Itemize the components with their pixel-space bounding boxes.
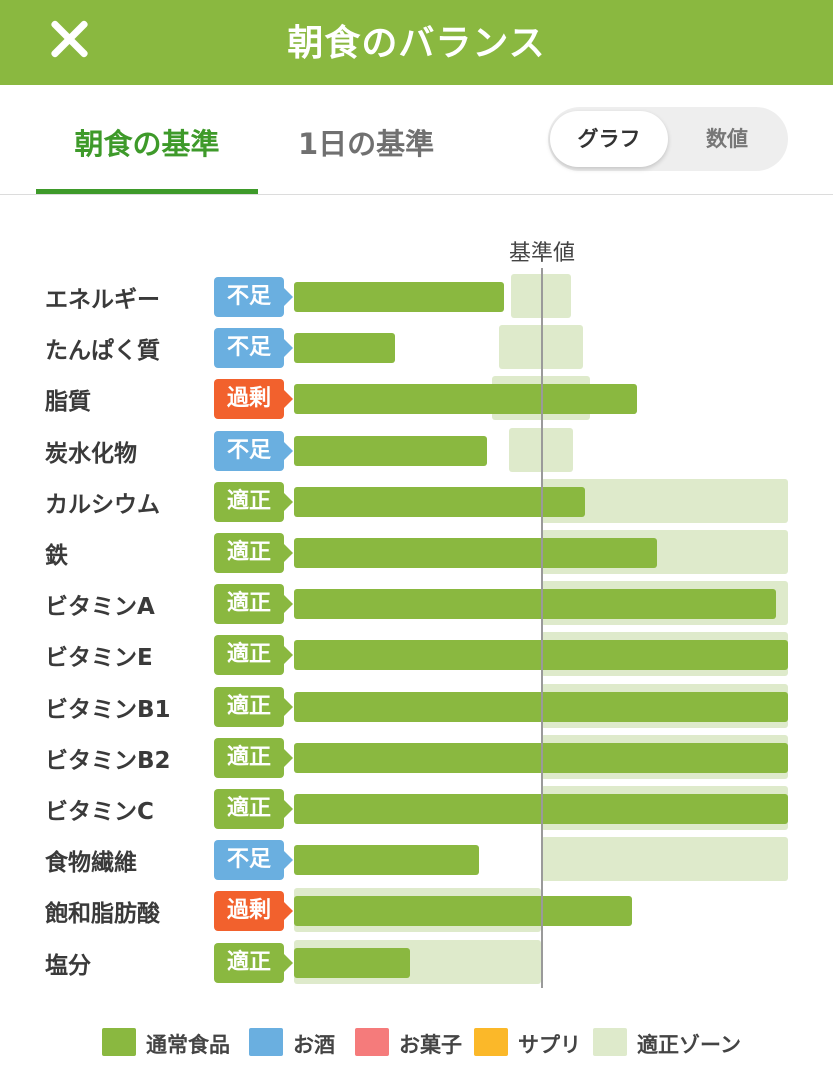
intake-bar [294, 282, 504, 312]
nutrient-row: たんぱく質 不足 [0, 325, 833, 371]
legend-label: サプリ [518, 1033, 581, 1057]
toggle-graph-option[interactable]: グラフ [550, 111, 668, 167]
nutrient-row: カルシウム 適正 [0, 478, 833, 525]
nutrient-label: ビタミンE [45, 645, 153, 672]
nutrient-label: 脂質 [45, 389, 91, 416]
active-tab-indicator [36, 189, 258, 194]
intake-bar [294, 384, 638, 415]
nutrient-row: 飽和脂肪酸 過剰 [0, 888, 833, 934]
status-badge: 適正 [214, 584, 293, 625]
status-badge: 不足 [214, 328, 293, 369]
status-badge: 適正 [214, 789, 293, 829]
legend-label: 適正ゾーン [637, 1033, 741, 1057]
legend-label: お酒 [293, 1033, 335, 1057]
status-badge: 適正 [214, 481, 293, 522]
legend-swatch [593, 1028, 627, 1056]
nutrient-label: 食物繊維 [45, 850, 137, 877]
intake-bar [294, 333, 396, 364]
legend-swatch [102, 1028, 136, 1056]
nutrient-label: 鉄 [45, 543, 68, 569]
intake-bar [294, 538, 658, 568]
status-badge: 適正 [214, 533, 293, 573]
status-badge: 適正 [214, 942, 293, 983]
toggle-number-option[interactable]: 数値 [706, 127, 748, 151]
status-badge: 不足 [214, 277, 293, 317]
reference-label: 基準値 [508, 241, 575, 266]
legend-swatch [249, 1028, 283, 1056]
status-badge: 不足 [214, 430, 293, 471]
nutrient-row: 脂質 過剰 [0, 376, 833, 422]
intake-bar [294, 947, 411, 978]
legend-swatch [474, 1028, 508, 1056]
optimal-zone [541, 837, 788, 882]
page-title: 朝食のバランス [287, 23, 546, 64]
view-toggle: グラフ 数値 [548, 107, 788, 171]
nutrient-label: カルシウム [45, 491, 160, 518]
intake-bar [294, 486, 586, 517]
optimal-zone [499, 325, 583, 370]
nutrient-row: ビタミンA 適正 [0, 581, 833, 627]
optimal-zone [508, 427, 574, 472]
status-badge: 過剰 [214, 379, 293, 420]
nutrient-label: ビタミンC [45, 799, 154, 825]
nutrient-label: 塩分 [45, 952, 91, 979]
optimal-zone [511, 274, 571, 318]
nutrient-label: ビタミンB2 [45, 747, 171, 774]
status-badge: 適正 [214, 635, 293, 676]
intake-bar [294, 896, 633, 927]
status-badge: 適正 [214, 737, 293, 778]
app-header: 朝食のバランス [0, 0, 833, 85]
status-badge: 適正 [214, 686, 293, 727]
nutrient-row: ビタミンE 適正 [0, 632, 833, 678]
nutrient-label: エネルギー [45, 287, 160, 313]
nutrient-label: たんぱく質 [45, 338, 160, 365]
nutrient-row: ビタミンB2 適正 [0, 734, 833, 781]
nutrient-label: ビタミンB1 [45, 696, 171, 723]
intake-bar [294, 435, 487, 466]
intake-bar [294, 845, 480, 876]
nutrient-row: ビタミンC 適正 [0, 786, 833, 832]
legend-swatch [355, 1028, 389, 1056]
tab-breakfast-standard[interactable]: 朝食の基準 [74, 127, 220, 161]
reference-line [541, 268, 543, 988]
legend-label: 通常食品 [146, 1033, 230, 1057]
status-badge: 過剰 [214, 891, 293, 932]
nutrient-row: 塩分 適正 [0, 939, 833, 986]
chart-legend: 通常食品 お酒 お菓子 サプリ 適正ゾーン [0, 1026, 833, 1060]
nutrient-row: 食物繊維 不足 [0, 837, 833, 883]
nutrient-row: 鉄 適正 [0, 530, 833, 576]
nutrient-row: 炭水化物 不足 [0, 427, 833, 474]
intake-bar [294, 589, 776, 620]
tab-daily-standard[interactable]: 1日の基準 [298, 127, 435, 161]
nutrient-label: 飽和脂肪酸 [45, 901, 160, 928]
nutrient-label: 炭水化物 [45, 440, 137, 467]
nutrient-row: ビタミンB1 適正 [0, 683, 833, 730]
nutrient-row: エネルギー 不足 [0, 274, 833, 320]
legend-label: お菓子 [399, 1033, 462, 1057]
status-badge: 不足 [214, 840, 293, 881]
tab-bar: 朝食の基準 1日の基準 グラフ 数値 [0, 85, 833, 195]
nutrient-label: ビタミンA [45, 594, 155, 621]
